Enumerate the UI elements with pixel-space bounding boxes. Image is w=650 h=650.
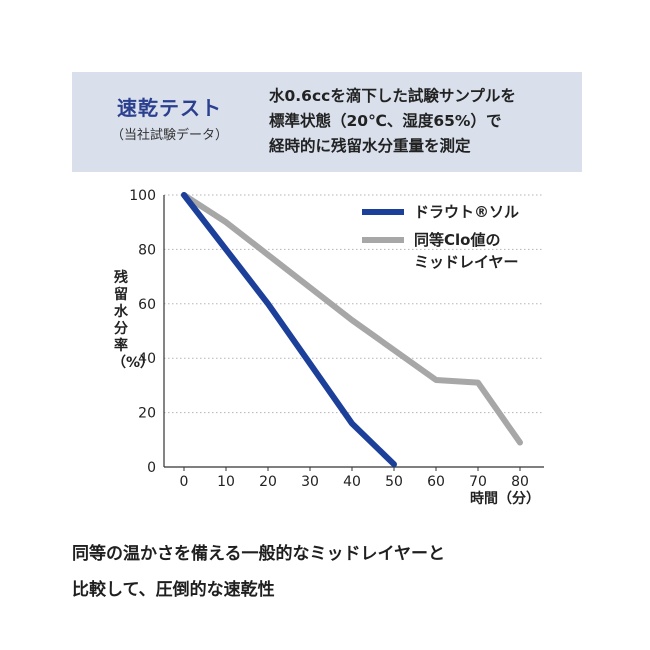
test-title: 速乾テスト [117,96,222,120]
y-tick-label: 100 [129,188,156,204]
x-tick-label: 20 [259,474,277,490]
y-tick-label: 0 [147,460,156,476]
caption-text: 同等の温かさを備える一般的なミッドレイヤーと 比較して、圧倒的な速乾性 [72,544,445,600]
x-tick-label: 60 [427,474,445,490]
legend-drought-sol-label: ドラウト®ソル [414,203,519,221]
test-info-banner: 速乾テスト （当社試験データ） 水0.6ccを滴下した試験サンプルを 標準状態（… [72,72,582,172]
test-subtitle: （当社試験データ） [110,128,228,143]
x-tick-label: 0 [180,474,189,490]
tick-labels: 0 20 40 60 80 100 0 10 20 30 40 50 60 70 80 [129,188,529,490]
x-tick-label: 80 [511,474,529,490]
y-tick-label: 80 [138,242,156,258]
x-tick-label: 50 [385,474,403,490]
x-tick-label: 70 [469,474,487,490]
legend-midlayer-label: ミッドレイヤー [414,253,519,271]
x-axis-label: 時間（分） [470,491,540,507]
grid-lines [164,194,544,414]
series-line-drought-sol [181,192,397,468]
axes [163,195,544,471]
y-axis-label: 残留水分率（%） [112,270,155,371]
y-tick-label: 20 [138,406,156,422]
x-tick-label: 40 [343,474,361,490]
y-tick-label: 60 [138,297,156,313]
series-lines [181,192,523,468]
x-tick-label: 30 [301,474,319,490]
test-description: 水0.6ccを滴下した試験サンプルを 標準状態（20℃、湿度65%）で 経時的に… [269,87,516,155]
x-tick-label: 10 [217,474,235,490]
y-tick-label: 40 [138,351,156,367]
legend-midlayer-label: 同等Clo値の [414,231,500,249]
